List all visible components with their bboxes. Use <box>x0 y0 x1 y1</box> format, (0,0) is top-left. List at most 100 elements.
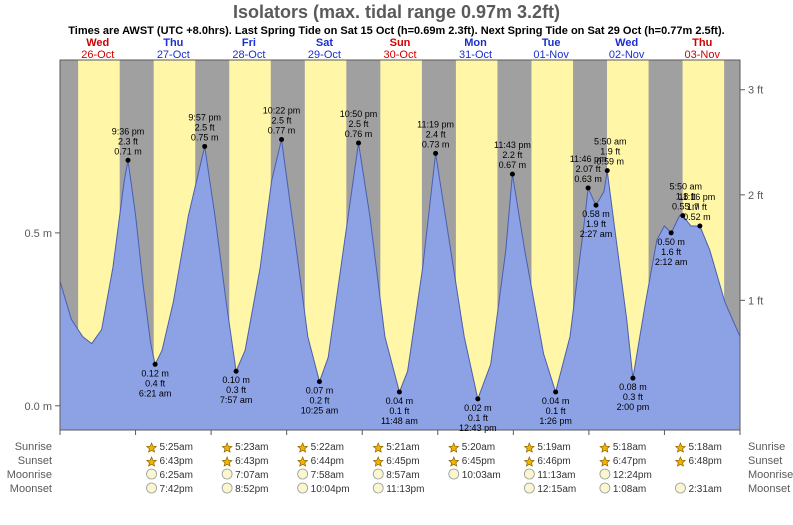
y-tick-right: 3 ft <box>748 85 763 97</box>
footer-time: 11:13am <box>537 470 575 481</box>
moon-icon <box>449 469 459 479</box>
tide-annotation-line: 0.07 m <box>306 386 334 396</box>
tide-marker <box>605 168 610 173</box>
tide-annotation-line: 2.5 ft <box>195 122 216 132</box>
star-icon <box>449 443 459 452</box>
tide-annotation-line: 2:00 pm <box>617 402 650 412</box>
footer-time: 5:18am <box>613 442 646 453</box>
footer-time: 8:57am <box>386 470 419 481</box>
chart-title: Isolators (max. tidal range 0.97m 3.2ft) <box>233 2 560 22</box>
day-date: 27-Oct <box>157 49 190 61</box>
tide-marker <box>586 185 591 190</box>
moon-icon <box>298 483 308 493</box>
tide-annotation-line: 2.3 ft <box>118 136 139 146</box>
tide-annotation-line: 0.1 ft <box>389 406 410 416</box>
tide-annotation-line: 0.3 ft <box>623 392 644 402</box>
tide-annotation-line: 0.08 m <box>619 382 647 392</box>
moon-icon <box>147 469 157 479</box>
tide-annotation-line: 0.71 m <box>114 146 142 156</box>
tide-annotation-line: 2.5 ft <box>272 116 293 126</box>
footer-time: 1:08am <box>613 484 646 495</box>
day-dow: Fri <box>242 37 256 49</box>
tide-marker <box>433 151 438 156</box>
tide-annotation-line: 0.75 m <box>191 132 219 142</box>
tide-annotation-line: 0.2 ft <box>309 396 330 406</box>
tide-annotation-line: 1:26 pm <box>539 416 572 426</box>
tide-annotation-line: 0.10 m <box>222 375 250 385</box>
footer-time: 11:13pm <box>386 484 424 495</box>
moon-icon <box>524 469 534 479</box>
moon-icon <box>373 469 383 479</box>
footer-time: 6:45pm <box>386 456 419 467</box>
tide-marker <box>279 137 284 142</box>
star-icon <box>525 443 535 452</box>
star-icon <box>525 457 535 466</box>
footer-time: 6:43pm <box>235 456 268 467</box>
star-icon <box>676 457 686 466</box>
day-date: 29-Oct <box>308 49 341 61</box>
footer-time: 6:45pm <box>462 456 495 467</box>
day-date: 30-Oct <box>383 49 416 61</box>
moon-icon <box>675 483 685 493</box>
footer-row-label-left: Sunrise <box>15 441 52 453</box>
footer-time: 10:03am <box>462 470 501 481</box>
tide-annotation-line: 2.4 ft <box>426 129 447 139</box>
footer-time: 10:04pm <box>311 484 350 495</box>
footer-row-label-right: Sunrise <box>748 441 785 453</box>
day-dow: Mon <box>464 37 487 49</box>
tide-annotation-line: 0.76 m <box>345 129 373 139</box>
tide-marker <box>593 203 598 208</box>
tide-marker <box>317 379 322 384</box>
tide-annotation-line: 11:43 pm <box>494 140 531 150</box>
day-dow: Thu <box>692 37 712 49</box>
day-date: 03-Nov <box>684 49 720 61</box>
tide-annotation-line: 9:36 pm <box>112 126 145 136</box>
footer-time: 7:07am <box>235 470 268 481</box>
tide-annotation-line: 11:19 pm <box>417 119 454 129</box>
tide-annotation-line: 0.04 m <box>386 396 414 406</box>
star-icon <box>298 457 308 466</box>
tide-annotation-line: 1.9 ft <box>586 219 607 229</box>
tide-marker <box>126 158 131 163</box>
footer-time: 5:22am <box>311 442 344 453</box>
day-dow: Thu <box>163 37 183 49</box>
moon-icon <box>373 483 383 493</box>
tide-marker <box>153 362 158 367</box>
tide-marker <box>697 223 702 228</box>
footer-row-label-left: Sunset <box>18 455 52 467</box>
tide-annotation-line: 10:50 pm <box>340 109 378 119</box>
day-date: 31-Oct <box>459 49 492 61</box>
footer-time: 8:52pm <box>235 484 268 495</box>
footer-time: 5:19am <box>537 442 570 453</box>
tide-annotation-line: 1.9 ft <box>600 147 621 157</box>
day-dow: Sat <box>316 37 333 49</box>
footer-time: 5:18am <box>688 442 721 453</box>
tide-marker <box>630 376 635 381</box>
tide-annotation-line: 0.73 m <box>422 139 450 149</box>
tide-marker <box>397 389 402 394</box>
tide-marker <box>553 389 558 394</box>
moon-icon <box>600 469 610 479</box>
tide-marker <box>475 396 480 401</box>
star-icon <box>600 443 610 452</box>
day-dow: Wed <box>86 37 109 49</box>
tide-annotation-line: 0.04 m <box>542 396 570 406</box>
footer-time: 5:21am <box>386 442 419 453</box>
y-tick-right: 2 ft <box>748 190 763 202</box>
tide-annotation-line: 10:25 am <box>301 406 339 416</box>
chart-subtitle: Times are AWST (UTC +8.0hrs). Last Sprin… <box>68 25 724 37</box>
star-icon <box>147 443 157 452</box>
footer-time: 6:47pm <box>613 456 646 467</box>
footer-time: 7:58am <box>311 470 344 481</box>
day-date: 26-Oct <box>81 49 114 61</box>
tide-annotation-line: 0.77 m <box>268 126 296 136</box>
footer-time: 5:23am <box>235 442 268 453</box>
tide-annotation-line: 0.52 m <box>683 212 711 222</box>
footer-time: 12:15am <box>537 484 576 495</box>
tide-annotation-line: 1.7 ft <box>687 202 708 212</box>
tide-annotation-line: 2:27 am <box>580 229 613 239</box>
footer-row-label-right: Moonset <box>748 483 790 495</box>
day-dow: Wed <box>615 37 638 49</box>
footer-time: 2:31am <box>688 484 721 495</box>
moon-icon <box>222 469 232 479</box>
